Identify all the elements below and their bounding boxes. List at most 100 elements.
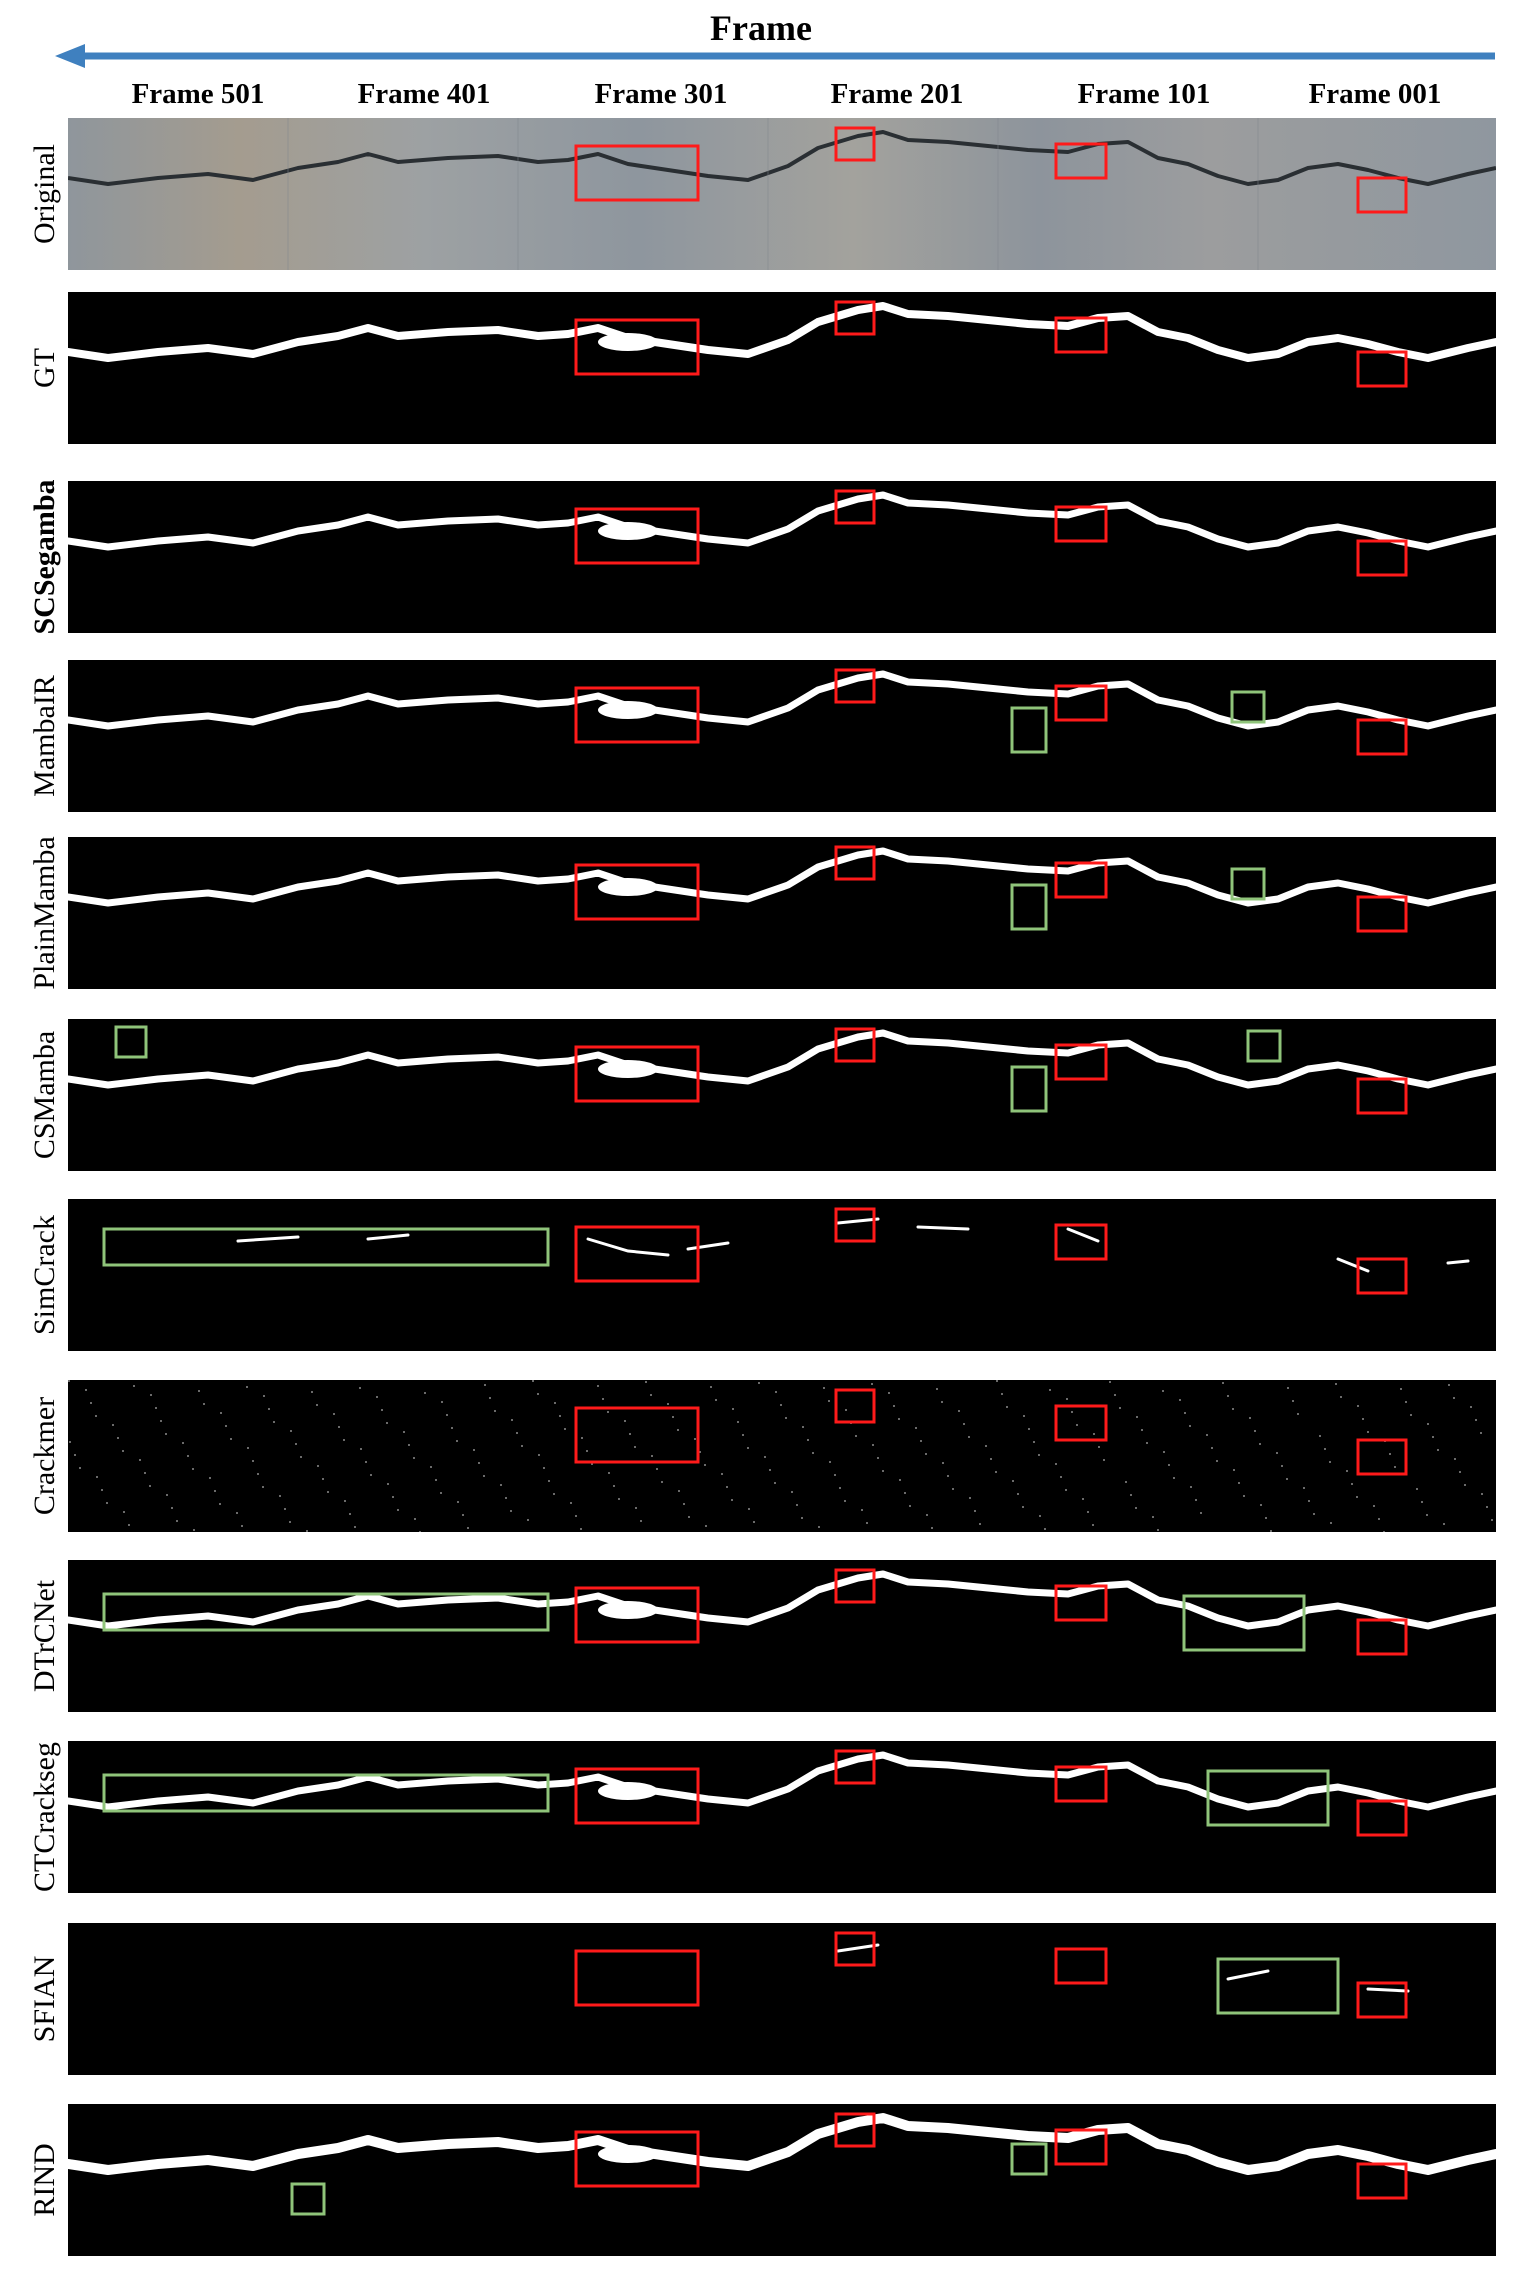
noise-speck	[597, 1385, 599, 1387]
highlight-box	[834, 1931, 876, 1967]
noise-speck	[651, 1455, 653, 1457]
figure-title: Frame	[710, 8, 812, 48]
noise-speck	[537, 1393, 539, 1395]
noise-speck	[1453, 1397, 1455, 1399]
noise-speck	[112, 1424, 114, 1426]
noise-speck	[538, 1454, 540, 1456]
crack-blob	[598, 2145, 658, 2163]
highlight-box	[1054, 1584, 1108, 1622]
false-detection-box	[1206, 1769, 1330, 1827]
highlight-box	[1356, 1077, 1408, 1115]
noise-speck	[1163, 1451, 1165, 1453]
noise-speck	[219, 1503, 221, 1505]
noise-speck	[1195, 1499, 1197, 1501]
highlight-box	[1356, 1981, 1408, 2019]
highlight-box	[834, 1568, 876, 1604]
noise-speck	[1216, 1460, 1218, 1462]
noise-speck	[1313, 1513, 1315, 1515]
noise-speck	[1394, 1466, 1396, 1468]
noise-speck	[1286, 1478, 1288, 1480]
noise-speck	[230, 1438, 232, 1440]
noise-speck	[263, 1395, 265, 1397]
noise-speck	[834, 1474, 836, 1476]
noise-speck	[1065, 1489, 1067, 1491]
noise-speck	[96, 1476, 98, 1478]
crack-blob	[598, 1601, 658, 1619]
row-label-text: Crackmer	[28, 1396, 61, 1516]
crack-mask	[68, 2113, 1496, 2175]
row-label-text: PlainMamba	[28, 836, 61, 990]
noise-speck	[1093, 1433, 1095, 1435]
highlight-box	[834, 300, 876, 336]
noise-speck	[370, 1474, 372, 1476]
noise-speck	[796, 1504, 798, 1506]
crack-mask	[68, 302, 1496, 362]
noise-speck	[483, 1475, 485, 1477]
noise-speck	[1448, 1384, 1450, 1386]
noise-speck	[252, 1460, 254, 1462]
noise-speck	[872, 1444, 874, 1446]
noise-speck	[909, 1505, 911, 1507]
noise-speck	[1157, 1529, 1159, 1531]
noise-speck	[90, 1402, 92, 1404]
noise-speck	[753, 1521, 755, 1523]
noise-speck	[624, 1420, 626, 1422]
row-label-text: Original	[28, 144, 61, 244]
noise-speck	[414, 1518, 416, 1520]
noise-speck	[1141, 1429, 1143, 1431]
noise-speck	[1249, 1417, 1251, 1419]
noise-speck	[467, 1527, 469, 1529]
noise-speck	[128, 1524, 130, 1526]
highlight-box	[574, 1406, 700, 1464]
noise-speck	[1287, 1387, 1289, 1389]
noise-speck	[1206, 1434, 1208, 1436]
noise-speck	[920, 1440, 922, 1442]
noise-speck	[413, 1457, 415, 1459]
noise-speck	[155, 1407, 157, 1409]
noise-speck	[871, 1383, 873, 1385]
noise-speck	[166, 1494, 168, 1496]
noise-speck	[818, 1526, 820, 1528]
row-label-text: SimCrack	[28, 1215, 61, 1335]
highlight-box	[834, 1207, 876, 1243]
false-detection-box	[1230, 867, 1266, 901]
noise-speck	[85, 1389, 87, 1391]
row-label-text: CTCrackseg	[28, 1742, 61, 1892]
noise-speck	[780, 1404, 782, 1406]
noise-speck	[726, 1486, 728, 1488]
noise-speck	[1071, 1411, 1073, 1413]
noise-speck	[791, 1491, 793, 1493]
highlight-box	[1054, 1947, 1108, 1985]
noise-speck	[635, 1507, 637, 1509]
noise-speck	[661, 1481, 663, 1483]
noise-speck	[300, 1456, 302, 1458]
highlight-box	[1054, 316, 1108, 354]
noise-speck	[591, 1463, 593, 1465]
noise-speck	[1076, 1424, 1078, 1426]
noise-speck	[440, 1492, 442, 1494]
noise-speck	[1136, 1416, 1138, 1418]
noise-speck	[1055, 1463, 1057, 1465]
noise-speck	[608, 1472, 610, 1474]
noise-speck	[408, 1444, 410, 1446]
noise-speck	[360, 1448, 362, 1450]
highlight-box	[1054, 505, 1108, 543]
noise-speck	[381, 1409, 383, 1411]
noise-speck	[117, 1437, 119, 1439]
crack-line	[68, 130, 1496, 186]
false-detection-box	[1246, 1029, 1282, 1063]
noise-speck	[958, 1410, 960, 1412]
highlight-box	[1054, 1765, 1108, 1803]
noise-speck	[548, 1480, 550, 1482]
crack-mask	[68, 847, 1496, 907]
noise-speck	[1017, 1493, 1019, 1495]
highlight-box	[834, 845, 876, 881]
noise-speck	[731, 1499, 733, 1501]
noise-speck	[899, 1479, 901, 1481]
noise-speck	[95, 1415, 97, 1417]
noise-speck	[343, 1439, 345, 1441]
row-label-text: CSMamba	[28, 1030, 61, 1160]
noise-speck	[861, 1509, 863, 1511]
noise-speck	[812, 1452, 814, 1454]
noise-speck	[144, 1472, 146, 1474]
